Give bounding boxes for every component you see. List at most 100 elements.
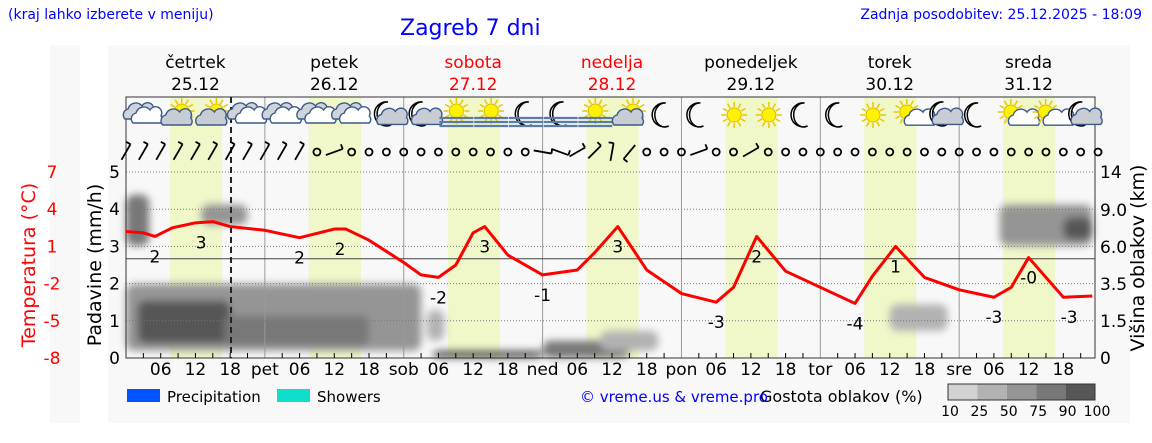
sun-ray <box>899 100 904 106</box>
legend-swatch <box>277 389 310 402</box>
calm-wind-icon <box>642 147 652 157</box>
temperature-label: 3 <box>479 238 490 258</box>
legend-label: Showers <box>317 388 381 406</box>
calm-wind-icon <box>1076 147 1086 157</box>
temp-tick-label: -5 <box>44 312 61 332</box>
wind-barb-icon <box>325 143 344 156</box>
sun-ray <box>462 103 469 108</box>
sun-ray <box>761 121 766 127</box>
hour-tick-label: 06 <box>983 360 1005 380</box>
sun-ray <box>865 103 870 109</box>
sun-ray <box>598 99 603 105</box>
calm-wind-icon <box>763 147 773 157</box>
temperature-label: -3 <box>1061 308 1078 328</box>
sun-icon <box>755 102 782 128</box>
wind-barb-icon <box>155 141 166 161</box>
sun-ray <box>772 103 777 109</box>
sun-ray <box>861 118 867 123</box>
wind-barb-icon <box>622 144 636 163</box>
temp-tick-label: -8 <box>44 349 61 369</box>
wind-barb-tick <box>195 141 201 145</box>
calm-wind-icon <box>451 147 461 157</box>
hour-tick-label: 18 <box>358 360 380 380</box>
day-date: 29.12 <box>727 75 776 95</box>
hour-tick-label: 18 <box>636 360 658 380</box>
hour-tick-label: 12 <box>185 360 207 380</box>
hour-tick-label: 18 <box>914 360 936 380</box>
hour-tick-label: 18 <box>775 360 797 380</box>
moon-shape <box>825 102 843 128</box>
calm-wind-icon <box>867 147 877 157</box>
density-scale-swatch <box>1006 384 1037 400</box>
sun-ray <box>484 99 488 105</box>
precip-axis-title: Padavine (mm/h) <box>84 184 106 347</box>
temperature-label: 3 <box>612 238 623 258</box>
cloud-height-tick-label: 6.0 <box>1100 238 1127 258</box>
sun-ray <box>895 115 901 120</box>
temperature-label: 3 <box>196 233 207 253</box>
sun-ray <box>174 99 179 105</box>
calm-wind-icon <box>937 147 947 157</box>
day-name: sreda <box>1005 53 1052 73</box>
day-abbr-tick: tor <box>808 360 832 380</box>
sun-ray <box>459 99 464 105</box>
sun-ray <box>761 103 766 109</box>
sun-ray <box>185 99 189 105</box>
cloudy-icon <box>122 102 164 124</box>
sun-ray <box>913 104 919 109</box>
daylight-band <box>447 97 500 358</box>
hour-tick-label: 06 <box>289 360 311 380</box>
calm-wind-icon <box>312 147 322 157</box>
hour-tick-label: 06 <box>566 360 588 380</box>
wind-barb-icon <box>294 141 305 161</box>
day-date: 27.12 <box>449 75 498 95</box>
sun-ray <box>479 103 485 108</box>
precip-tick-label: 1 <box>109 312 120 332</box>
day-abbr-tick: ned <box>527 360 559 380</box>
wind-barb-tick <box>212 141 218 145</box>
precip-tick-label: 2 <box>109 275 120 295</box>
cloud-density-area <box>426 309 445 341</box>
daylight-band <box>586 97 639 358</box>
wind-barb-shaft <box>325 148 344 156</box>
wind-barb-shaft <box>609 142 615 162</box>
cloud-shape <box>1007 108 1041 126</box>
wind-barb-tick <box>340 143 344 150</box>
sun-ray <box>1033 104 1040 109</box>
plot-frame <box>125 96 1096 359</box>
calm-wind-icon <box>833 147 843 157</box>
wind-barb-shaft <box>155 143 166 161</box>
temperature-label: 2 <box>751 247 762 267</box>
sun-ray <box>1003 118 1008 124</box>
day-name: četrtek <box>165 53 226 73</box>
sun-ray <box>219 99 224 105</box>
cloud-height-tick-label: 0 <box>1100 349 1111 369</box>
temp-tick-label: 1 <box>47 237 58 257</box>
calm-wind-icon <box>677 147 686 157</box>
moon-icon <box>686 102 704 128</box>
day-abbr-tick: pon <box>665 360 697 380</box>
credit-link[interactable]: © vreme.us & vreme.pro <box>580 388 768 406</box>
sun-ray <box>449 99 454 105</box>
wind-barb-tick <box>704 143 709 150</box>
hour-tick-label: 12 <box>1018 360 1040 380</box>
sun-ray <box>740 118 746 123</box>
calm-wind-icon <box>972 147 981 157</box>
sun-ray <box>737 121 742 127</box>
sun-ray <box>740 107 746 112</box>
day-abbr-tick: sre <box>946 360 972 380</box>
wind-barb-tick <box>581 142 586 148</box>
sun-ray <box>170 103 176 108</box>
calm-wind-icon <box>416 147 426 157</box>
sun-ray <box>879 107 885 112</box>
sun-ray <box>1003 100 1008 106</box>
sun-ray <box>861 107 867 112</box>
hour-tick-label: 06 <box>705 360 727 380</box>
sun-ray <box>222 103 229 108</box>
cloud-density-area <box>201 204 248 225</box>
calm-wind-icon <box>850 147 860 157</box>
day-name: nedelja <box>581 53 643 73</box>
hour-tick-label: 18 <box>219 360 241 380</box>
sun-ray <box>876 121 881 127</box>
moon-cloud-icon <box>373 101 409 127</box>
